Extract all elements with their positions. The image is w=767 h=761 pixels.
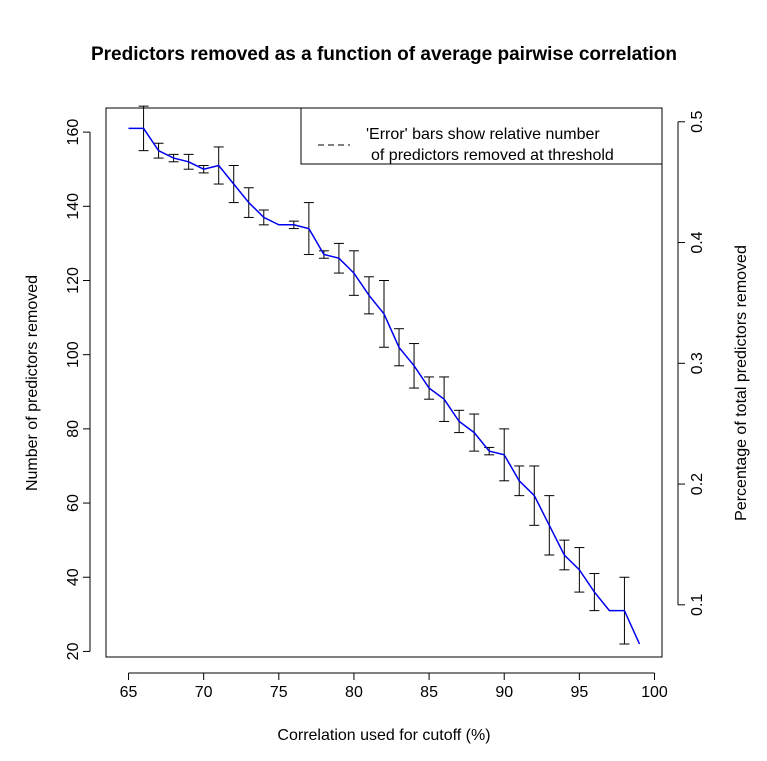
y-tick-label: 60: [65, 494, 82, 512]
y2-tick-label: 0.2: [689, 473, 706, 495]
y-axis: 20 40 60 80 100 120 140 160: [65, 119, 91, 660]
x-tick-label: 75: [270, 684, 288, 701]
legend-line-1: 'Error' bars show relative number: [366, 126, 600, 143]
x-axis-label: Correlation used for cutoff (%): [277, 727, 490, 744]
y-axis-label: Number of predictors removed: [24, 275, 41, 491]
y2-tick-label: 0.4: [689, 231, 706, 253]
legend: 'Error' bars show relative number of pre…: [300, 107, 663, 165]
plot-area: [105, 107, 663, 658]
y2-axis: 0.1 0.2 0.3 0.4 0.5: [677, 111, 706, 616]
y-tick-label: 160: [65, 119, 82, 146]
x-tick-label: 70: [195, 684, 213, 701]
y-tick-label: 80: [65, 420, 82, 438]
y-tick-label: 40: [65, 568, 82, 586]
error-bars: [138, 105, 630, 645]
x-tick-label: 90: [495, 684, 513, 701]
y2-tick-label: 0.5: [689, 111, 706, 133]
chart-title: Predictors removed as a function of aver…: [91, 44, 677, 65]
x-tick-label: 95: [570, 684, 588, 701]
y2-tick-label: 0.1: [689, 594, 706, 616]
x-tick-label: 65: [120, 684, 138, 701]
x-tick-label: 85: [420, 684, 438, 701]
y2-axis-label: Percentage of total predictors removed: [733, 245, 750, 521]
y-tick-label: 100: [65, 341, 82, 368]
y2-tick-label: 0.3: [689, 352, 706, 374]
x-axis: 65 70 75 80 85 90 95 100: [120, 672, 668, 701]
y-tick-label: 20: [65, 642, 82, 660]
x-tick-label: 80: [345, 684, 363, 701]
y-tick-label: 120: [65, 267, 82, 294]
series-line: [128, 127, 641, 645]
x-tick-label: 100: [641, 684, 668, 701]
y-tick-label: 140: [65, 193, 82, 220]
legend-box: [300, 107, 663, 165]
legend-line-2: of predictors removed at threshold: [371, 147, 614, 164]
